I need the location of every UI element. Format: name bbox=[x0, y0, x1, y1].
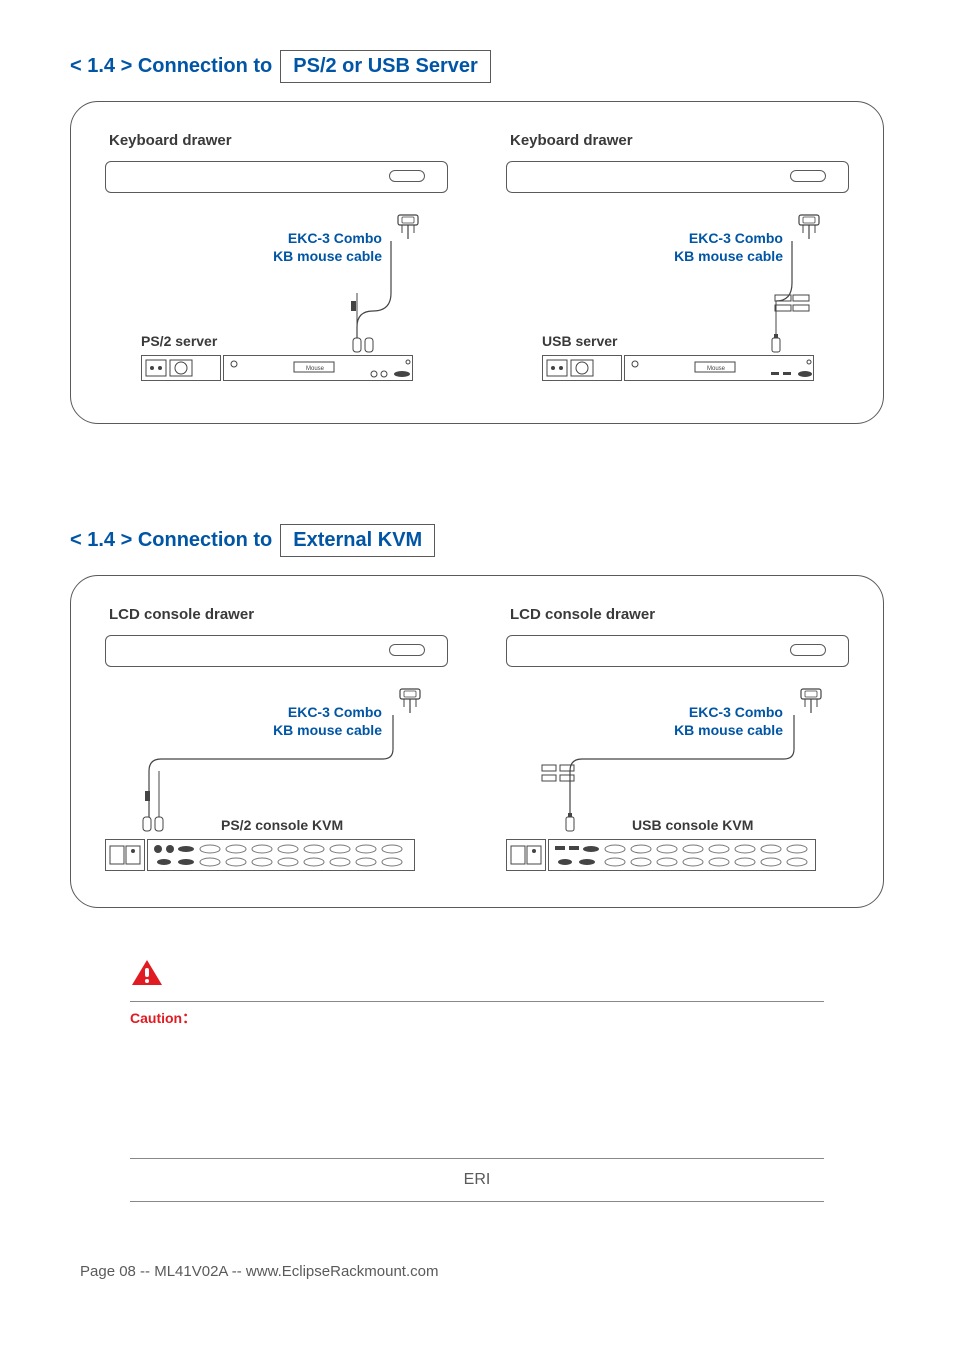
col-ps2-kvm: LCD console drawer EKC-3 Combo KB mouse … bbox=[91, 606, 462, 877]
caution-divider bbox=[130, 1001, 824, 1002]
page-footer: Page 08 -- ML41V02A -- www.EclipseRackmo… bbox=[80, 1263, 438, 1280]
eri-divider-bottom bbox=[130, 1201, 824, 1202]
ps2-server-label: PS/2 server bbox=[141, 333, 217, 349]
kvm-side-icon bbox=[506, 839, 546, 871]
lcd-drawer-title-right: LCD console drawer bbox=[510, 606, 863, 623]
drawer-port-icon bbox=[790, 644, 826, 656]
drawer-port-icon bbox=[389, 644, 425, 656]
warning-icon bbox=[130, 958, 164, 988]
section1-box: PS/2 or USB Server bbox=[280, 50, 491, 83]
diagram-ps2-kvm: EKC-3 Combo KB mouse cable PS/2 console … bbox=[91, 667, 462, 877]
kvm-side-icon bbox=[105, 839, 145, 871]
diagram-usb-kvm: EKC-3 Combo KB mouse cable bbox=[492, 667, 863, 877]
eri-text: ERI bbox=[130, 1163, 824, 1197]
lcd-drawer-title-left: LCD console drawer bbox=[109, 606, 462, 623]
section2-box: External KVM bbox=[280, 524, 435, 557]
server-front-icon bbox=[141, 355, 221, 381]
col-usb-kvm: LCD console drawer EKC-3 Combo KB mouse … bbox=[492, 606, 863, 877]
kvm-rear-icon bbox=[147, 839, 415, 871]
usb-kvm-label: USB console KVM bbox=[632, 817, 753, 833]
server-rear-icon: Mouse bbox=[624, 355, 814, 381]
server-rear-icon: Mouse bbox=[223, 355, 413, 381]
diagram-usb: EKC-3 Combo KB mouse cable bbox=[492, 193, 863, 393]
server-front-icon bbox=[542, 355, 622, 381]
section1-prefix: < 1.4 > Connection to bbox=[70, 55, 272, 78]
diagram-ps2: EKC-3 Combo KB mouse cable PS/2 bbox=[91, 193, 462, 393]
caution-block: Caution： bbox=[70, 958, 884, 1028]
caution-label: Caution： bbox=[130, 1008, 824, 1028]
panel-2: LCD console drawer EKC-3 Combo KB mouse … bbox=[70, 575, 884, 908]
lcd-drawer-right bbox=[506, 635, 849, 667]
ps2-kvm-label: PS/2 console KVM bbox=[221, 817, 343, 833]
drawer-port-icon bbox=[790, 170, 826, 182]
keyboard-drawer-left bbox=[105, 161, 448, 193]
panel-1: Keyboard drawer EKC-3 Combo KB mouse cab… bbox=[70, 101, 884, 424]
kb-drawer-title-right: Keyboard drawer bbox=[510, 132, 863, 149]
lcd-drawer-left bbox=[105, 635, 448, 667]
drawer-port-icon bbox=[389, 170, 425, 182]
section2-prefix: < 1.4 > Connection to bbox=[70, 529, 272, 552]
eri-divider-top bbox=[130, 1158, 824, 1159]
svg-text:Mouse: Mouse bbox=[306, 366, 325, 372]
kb-drawer-title-left: Keyboard drawer bbox=[109, 132, 462, 149]
usb-server-label: USB server bbox=[542, 333, 618, 349]
eri-block: ERI bbox=[70, 1158, 884, 1202]
svg-text:Mouse: Mouse bbox=[707, 366, 726, 372]
col-usb: Keyboard drawer EKC-3 Combo KB mouse cab… bbox=[492, 132, 863, 393]
section2-header: < 1.4 > Connection to External KVM bbox=[70, 524, 884, 557]
kvm-rear-icon bbox=[548, 839, 816, 871]
col-ps2: Keyboard drawer EKC-3 Combo KB mouse cab… bbox=[91, 132, 462, 393]
section1-header: < 1.4 > Connection to PS/2 or USB Server bbox=[70, 50, 884, 83]
keyboard-drawer-right bbox=[506, 161, 849, 193]
